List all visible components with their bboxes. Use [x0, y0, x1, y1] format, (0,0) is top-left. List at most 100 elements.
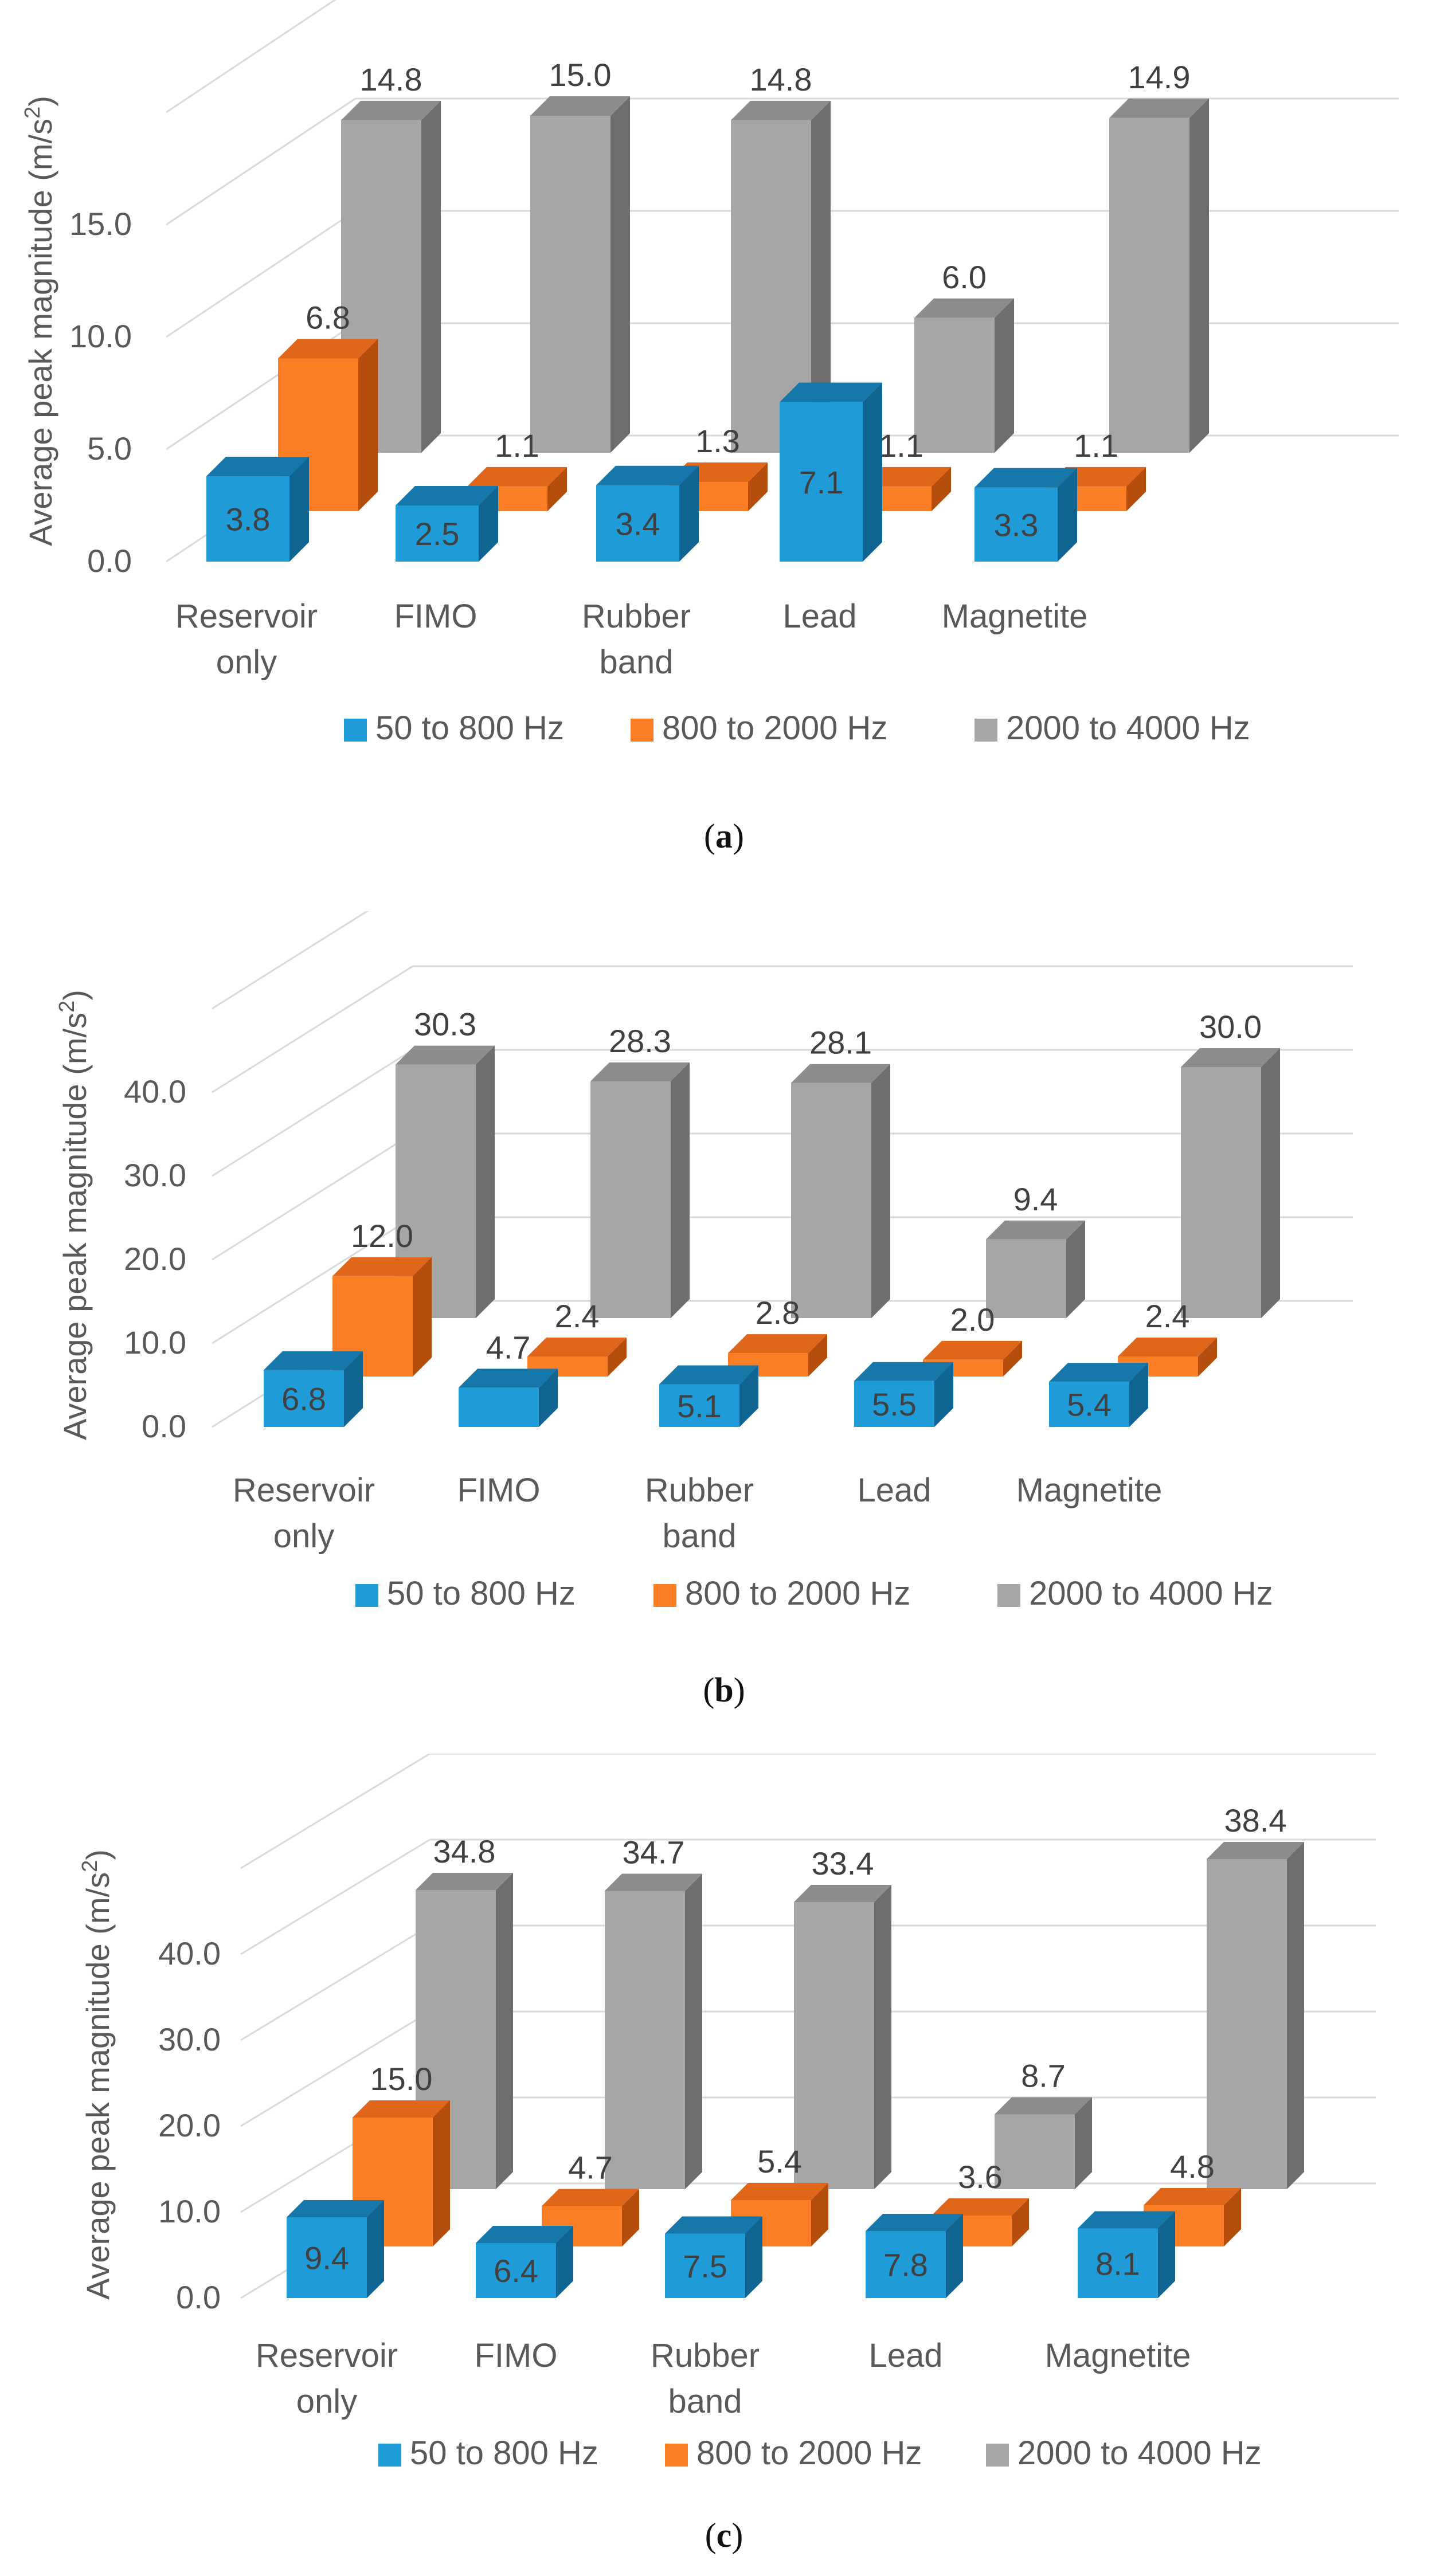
legend-swatch: [631, 719, 653, 742]
data-label: 6.4: [494, 2253, 538, 2289]
data-label: 34.8: [433, 1833, 496, 1869]
data-label: 14.8: [750, 61, 812, 97]
bar-side: [433, 2100, 450, 2246]
data-label: 6.8: [281, 1381, 326, 1417]
chart-c-svg: 0.0 10.0 20.0 30.0 40.0 Average peak magnitud…: [78, 1754, 1376, 2472]
bar-front: [396, 505, 479, 562]
data-label: 30.3: [414, 1006, 476, 1042]
bar-side: [622, 2189, 639, 2246]
bar-top: [1049, 1363, 1148, 1382]
bar-side: [608, 1337, 627, 1377]
gridline-diag: [166, 0, 336, 113]
y-tick-label: 10.0: [158, 2193, 221, 2229]
y-tick-label: 15.0: [69, 206, 132, 242]
data-label: 5.5: [872, 1386, 917, 1422]
bar-side: [739, 1365, 758, 1427]
bar-2-0: [396, 1045, 495, 1318]
bar-side: [289, 457, 309, 562]
bar-front: [459, 1387, 539, 1427]
bar-front: [665, 2233, 745, 2298]
bar-top: [396, 486, 498, 505]
legend-swatch: [986, 2444, 1009, 2467]
legend-label: 800 to 2000 Hz: [662, 709, 887, 747]
bar-top: [264, 1351, 363, 1370]
bar-2-1: [530, 96, 630, 453]
bar-top: [530, 96, 630, 116]
data-label: 12.0: [351, 1218, 413, 1254]
bar-top: [467, 466, 567, 487]
bar-2-0: [341, 100, 441, 453]
bar-top: [332, 1257, 432, 1276]
data-label: 2.4: [1145, 1298, 1190, 1334]
bar-front: [1181, 1067, 1261, 1318]
bar-0-4: [1078, 2211, 1175, 2298]
bar-top: [353, 2100, 450, 2118]
data-label: 28.1: [809, 1025, 872, 1061]
bar-side: [932, 466, 951, 511]
category-label: Lead: [857, 1472, 931, 1509]
bar-top: [206, 457, 309, 477]
chart-panel-b: 0.0 10.0 20.0 30.0 40.0 Average peak magnitud…: [0, 911, 1448, 1656]
bar-top: [416, 1873, 513, 1890]
bar-side: [874, 1885, 891, 2189]
bar-side: [808, 1334, 827, 1377]
bar-front: [596, 485, 679, 562]
bar-top: [659, 1365, 758, 1385]
bar-side: [863, 382, 882, 562]
bar-side: [1058, 468, 1077, 562]
bar-front: [476, 2243, 556, 2298]
bar-side: [1261, 1048, 1280, 1318]
bar-2-3: [914, 298, 1014, 453]
bar-2-4: [1181, 1048, 1280, 1318]
bar-side: [547, 466, 567, 511]
data-label: 3.6: [958, 2159, 1003, 2195]
y-axis-label: Average peak magnitude (m/s2): [55, 990, 93, 1440]
category-label: band: [668, 2383, 742, 2420]
y-tick-label: 30.0: [124, 1157, 186, 1193]
bar-side: [1003, 1340, 1022, 1377]
category-label: FIMO: [457, 1472, 541, 1509]
bar-2-2: [791, 1064, 890, 1318]
category-label: Reservoir: [175, 598, 318, 635]
data-label: 7.8: [883, 2247, 928, 2283]
data-label: 7.5: [683, 2248, 727, 2284]
bar-front: [287, 2217, 367, 2298]
legend-label: 2000 to 4000 Hz: [1029, 1575, 1273, 1612]
legend-label: 50 to 800 Hz: [375, 709, 564, 747]
bar-side: [745, 2216, 762, 2298]
bar-top: [1181, 1048, 1280, 1067]
bar-side: [946, 2214, 963, 2298]
bar-0-2: [665, 2216, 762, 2298]
bar-side: [1198, 1337, 1217, 1377]
category-label: Reservoir: [256, 2337, 398, 2374]
data-label: 9.4: [1013, 1181, 1058, 1217]
data-label: 8.7: [1021, 2058, 1066, 2094]
bar-front: [854, 1381, 934, 1427]
bar-0-2: [659, 1365, 758, 1427]
bar-side: [811, 100, 831, 453]
bar-top: [596, 465, 699, 485]
bar-side: [1126, 466, 1146, 511]
bar-top: [986, 1220, 1085, 1240]
data-label: 30.0: [1199, 1009, 1262, 1045]
bar-side: [421, 100, 441, 453]
bar-2-1: [590, 1062, 690, 1318]
category-label: only: [296, 2383, 357, 2420]
bar-side: [934, 1362, 953, 1427]
data-label: 7.1: [799, 464, 844, 500]
y-tick-label: 30.0: [158, 2021, 221, 2057]
bar-top: [590, 1062, 690, 1081]
legend-label: 2000 to 4000 Hz: [1006, 709, 1250, 747]
gridline-diag: [240, 1924, 431, 2041]
caption-a: (a): [704, 817, 744, 855]
data-label: 1.3: [695, 423, 740, 459]
data-label: 8.1: [1095, 2245, 1140, 2281]
bar-front: [995, 2114, 1075, 2189]
gridline-diag: [212, 1132, 413, 1261]
bar-2-2: [794, 1885, 891, 2189]
bar-side: [539, 1369, 558, 1427]
bar-0-1: [396, 486, 498, 562]
data-label: 6.0: [942, 259, 987, 295]
bar-top: [665, 2216, 762, 2234]
gridline-diag: [240, 1838, 431, 1955]
